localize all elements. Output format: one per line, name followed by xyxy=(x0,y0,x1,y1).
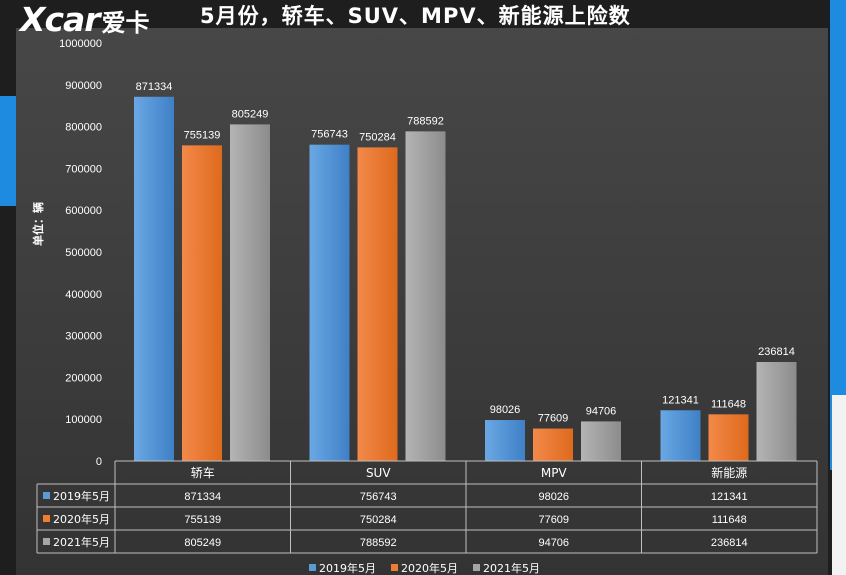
x-tick-label: 轿车 xyxy=(191,465,215,480)
data-label: 98026 xyxy=(490,404,521,416)
y-tick-label: 700000 xyxy=(65,163,102,175)
table-cell: 121341 xyxy=(711,491,748,503)
data-label: 755139 xyxy=(184,129,221,141)
bar xyxy=(309,144,350,461)
table-cell: 756743 xyxy=(360,491,397,503)
legend-item: 2021年5月 xyxy=(483,561,540,575)
y-tick-label: 800000 xyxy=(65,122,102,134)
legend-swatch xyxy=(309,564,316,571)
bar xyxy=(357,147,398,461)
y-tick-label: 0 xyxy=(96,456,102,468)
table-cell: 94706 xyxy=(538,537,569,549)
table-row-header: 2021年5月 xyxy=(53,535,110,549)
bar xyxy=(405,131,446,462)
decor-stripe-left xyxy=(0,96,20,206)
data-label: 121341 xyxy=(662,394,699,406)
table-cell: 111648 xyxy=(712,514,747,526)
y-tick-label: 1000000 xyxy=(59,38,102,50)
y-tick-label: 200000 xyxy=(65,372,102,384)
decor-stripe-right xyxy=(830,0,846,470)
y-tick-label: 400000 xyxy=(65,289,102,301)
data-label: 94706 xyxy=(586,405,617,417)
bar xyxy=(756,362,797,461)
x-tick-label: 新能源 xyxy=(711,465,747,480)
data-label: 77609 xyxy=(538,413,569,425)
table-cell: 77609 xyxy=(538,514,569,526)
legend-item: 2019年5月 xyxy=(319,561,376,575)
table-cell: 788592 xyxy=(360,537,397,549)
bar xyxy=(485,420,525,461)
data-label: 871334 xyxy=(136,81,173,93)
table-cell: 805249 xyxy=(184,537,221,549)
bar xyxy=(708,414,749,461)
y-tick-label: 500000 xyxy=(65,247,102,259)
data-label: 756743 xyxy=(311,129,348,141)
table-row-header: 2020年5月 xyxy=(53,512,110,526)
table-cell: 871334 xyxy=(184,491,221,503)
bar xyxy=(134,96,174,462)
page-title: 5月份，轿车、SUV、MPV、新能源上险数 xyxy=(200,4,631,28)
bar xyxy=(581,421,621,461)
y-tick-label: 600000 xyxy=(65,205,102,217)
legend-swatch xyxy=(43,492,50,499)
data-label: 788592 xyxy=(407,115,444,127)
legend-item: 2020年5月 xyxy=(401,561,458,575)
bar xyxy=(533,428,573,461)
logo-wordmark: Xcar xyxy=(20,0,101,39)
data-label: 805249 xyxy=(232,108,269,120)
x-tick-label: SUV xyxy=(366,466,391,480)
table-row-header: 2019年5月 xyxy=(53,489,110,503)
bar xyxy=(660,410,701,461)
legend-swatch xyxy=(391,564,398,571)
legend-swatch xyxy=(43,515,50,522)
x-tick-label: MPV xyxy=(541,466,568,480)
table-cell: 750284 xyxy=(360,514,397,526)
table-cell: 236814 xyxy=(711,537,748,549)
legend-swatch xyxy=(43,538,50,545)
xcar-logo: Xcar爱卡 xyxy=(20,0,150,40)
y-tick-label: 900000 xyxy=(65,80,102,92)
y-tick-label: 100000 xyxy=(65,414,102,426)
data-label: 236814 xyxy=(758,346,795,358)
legend-swatch xyxy=(473,564,480,571)
y-tick-label: 300000 xyxy=(65,331,102,343)
table-cell: 755139 xyxy=(184,514,221,526)
data-label: 111648 xyxy=(711,398,746,410)
bar xyxy=(230,124,270,461)
logo-chinese: 爱卡 xyxy=(101,9,150,37)
bar xyxy=(182,145,222,461)
table-cell: 98026 xyxy=(538,491,569,503)
data-label: 750284 xyxy=(359,131,396,143)
decor-stripe-right-light xyxy=(832,395,846,575)
